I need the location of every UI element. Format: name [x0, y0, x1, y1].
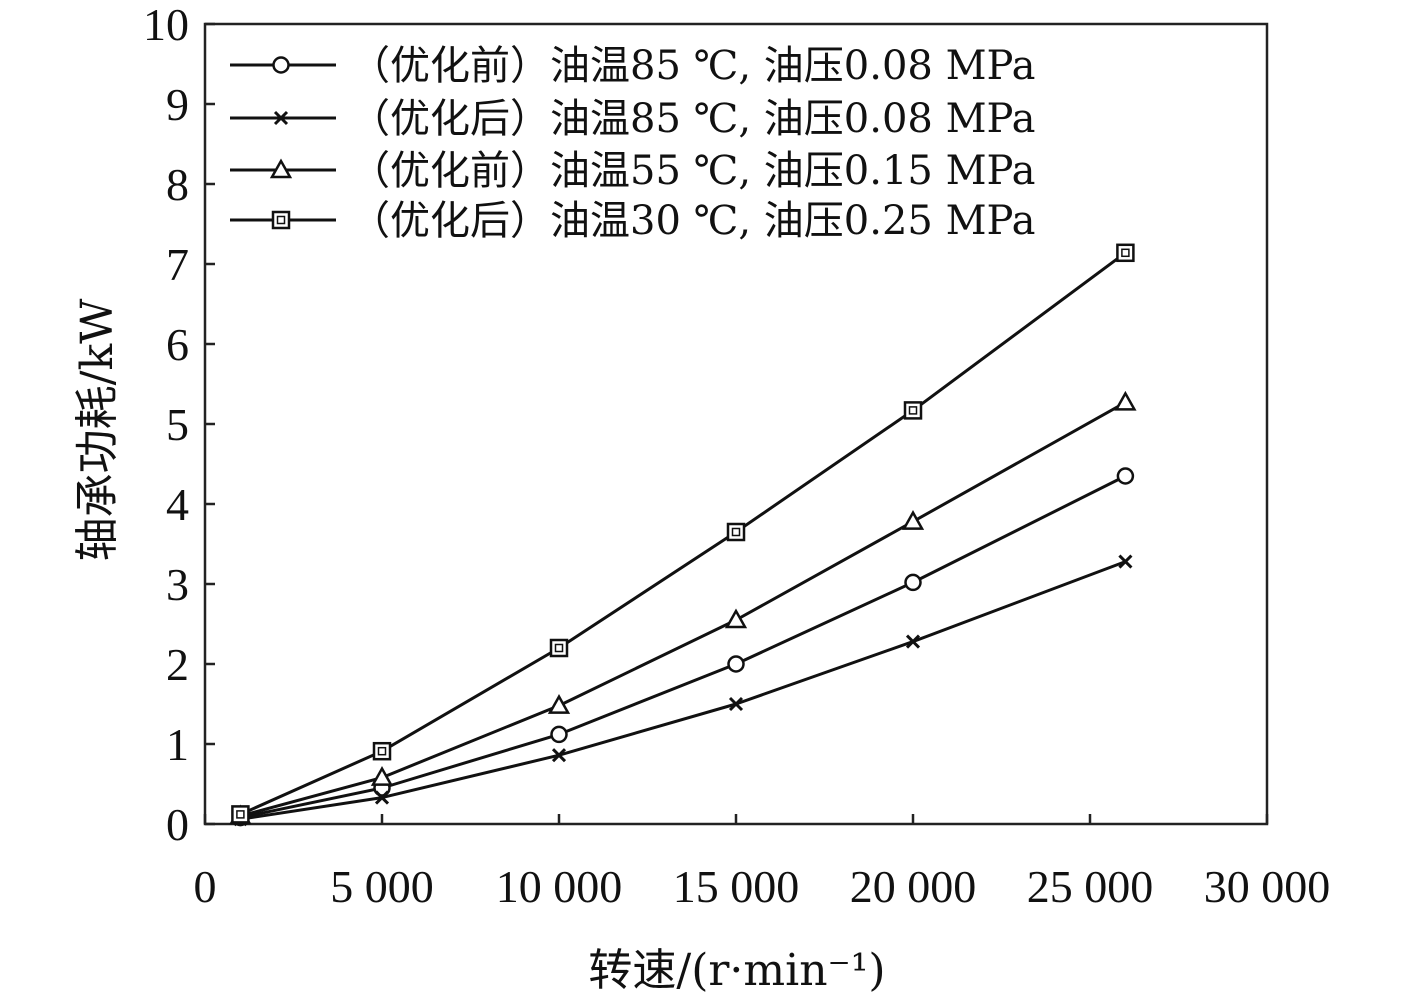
legend-marker-triangle: [269, 158, 293, 179]
y-tick-label: 8: [166, 159, 189, 210]
data-point-square-inner: [554, 643, 564, 653]
y-tick-label: 4: [166, 479, 189, 530]
data-point-cross: [1118, 554, 1133, 569]
data-point-circle: [1116, 467, 1135, 485]
y-tick-label: 7: [166, 239, 189, 290]
y-tick-label: 9: [166, 79, 189, 130]
legend-label: （优化前）油温85 ℃, 油压0.08 MPa: [350, 43, 1036, 89]
y-tick-label: 10: [143, 0, 189, 50]
data-point-square: [726, 522, 746, 542]
data-point-triangle: [370, 766, 394, 786]
data-point-circle: [550, 725, 568, 744]
x-tick-label: 5 000: [330, 861, 434, 912]
x-tick-label: 25 000: [1027, 861, 1154, 912]
legend-item: （优化前）油温55 ℃, 油压0.15 MPa: [230, 148, 1036, 194]
legend-label: （优化后）油温30 ℃, 油压0.25 MPa: [350, 198, 1036, 244]
series-line-3: [240, 401, 1127, 818]
data-point-cross: [905, 634, 921, 649]
y-tick-label: 6: [166, 319, 189, 370]
data-point-triangle: [724, 608, 748, 629]
legend-item: （优化后）油温30 ℃, 油压0.25 MPa: [230, 198, 1036, 244]
y-tick-label: 2: [166, 639, 189, 690]
y-tick-label: 1: [166, 719, 189, 770]
legend-marker-square-inner: [276, 215, 286, 225]
y-tick-label: 3: [166, 559, 189, 610]
legend-marker-cross: [273, 110, 289, 126]
data-point-square-inner: [908, 406, 918, 415]
data-point-triangle: [901, 510, 925, 530]
data-point-square: [903, 401, 923, 420]
series-4: [231, 243, 1135, 824]
x-tick-label: 30 000: [1204, 861, 1331, 912]
data-point-square-inner: [377, 746, 387, 756]
legend-marker-square: [271, 210, 291, 230]
x-tick-label: 0: [194, 861, 217, 912]
x-tick-label: 10 000: [496, 861, 623, 912]
data-point-square-inner: [236, 810, 245, 819]
legend: （优化前）油温85 ℃, 油压0.08 MPa （优化后）油温85 ℃, 油压0.…: [230, 43, 1036, 244]
data-point-cross: [374, 790, 390, 805]
data-point-circle: [727, 655, 745, 673]
x-axis: 0 5 000 10 000 15 000 20 000 25 000 30 000: [194, 814, 1331, 912]
series-layer: [229, 243, 1137, 827]
legend-label: （优化后）油温85 ℃, 油压0.08 MPa: [350, 96, 1036, 142]
series-line-2: [240, 560, 1126, 821]
data-point-square: [231, 805, 250, 824]
legend-item: （优化前）油温85 ℃, 油压0.08 MPa: [230, 43, 1036, 89]
data-point-square-inner: [731, 527, 741, 537]
y-tick-label: 0: [166, 799, 189, 850]
data-point-square-inner: [1121, 248, 1130, 258]
legend-marker-circle: [272, 56, 290, 74]
data-point-cross: [551, 748, 567, 763]
y-tick-label: 5: [166, 399, 189, 450]
series-line-4: [239, 251, 1127, 816]
data-point-triangle: [1114, 390, 1137, 411]
x-axis-title: 转速/(r·min⁻¹): [588, 945, 885, 996]
data-point-triangle: [547, 694, 571, 714]
data-point-circle: [904, 573, 922, 592]
data-point-square: [372, 741, 392, 761]
x-tick-label: 20 000: [850, 861, 977, 912]
data-point-square: [1116, 243, 1135, 263]
series-line-1: [240, 474, 1127, 820]
y-axis-title: 轴承功耗/kW: [72, 298, 123, 561]
legend-label: （优化前）油温55 ℃, 油压0.15 MPa: [350, 148, 1036, 194]
legend-item: （优化后）油温85 ℃, 油压0.08 MPa: [230, 96, 1036, 142]
y-axis: 0 1 2 3 4 5 6 7 8 9 10: [143, 0, 215, 850]
data-point-cross: [728, 696, 744, 712]
x-tick-label: 15 000: [673, 861, 800, 912]
data-point-square: [549, 638, 569, 658]
